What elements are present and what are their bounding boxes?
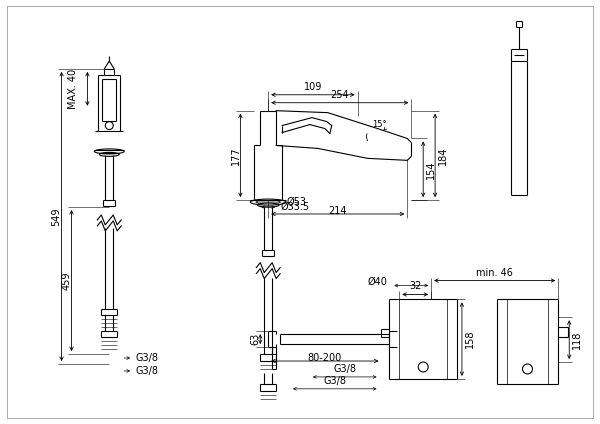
Text: 63: 63	[250, 333, 260, 345]
Text: 118: 118	[572, 330, 582, 349]
Text: 177: 177	[230, 146, 241, 165]
Text: G3/8: G3/8	[135, 353, 158, 363]
Text: 254: 254	[331, 90, 349, 100]
Text: min. 46: min. 46	[476, 268, 513, 278]
Text: MAX. 40: MAX. 40	[68, 69, 79, 109]
Text: 184: 184	[438, 146, 448, 165]
Text: Ø40: Ø40	[368, 276, 388, 287]
Text: 549: 549	[52, 207, 62, 226]
Text: 32: 32	[409, 282, 421, 291]
Text: 80-200: 80-200	[308, 353, 342, 363]
Text: 15°: 15°	[373, 120, 387, 129]
Text: G3/8: G3/8	[323, 376, 346, 386]
Text: 158: 158	[465, 330, 475, 349]
Text: 154: 154	[426, 160, 436, 179]
Text: 459: 459	[62, 271, 71, 290]
Text: G3/8: G3/8	[333, 364, 356, 374]
Text: 109: 109	[304, 82, 322, 92]
Text: 214: 214	[329, 206, 347, 216]
Text: G3/8: G3/8	[135, 366, 158, 376]
Text: Ø53: Ø53	[286, 197, 306, 207]
Text: Ø33.5: Ø33.5	[280, 202, 309, 212]
